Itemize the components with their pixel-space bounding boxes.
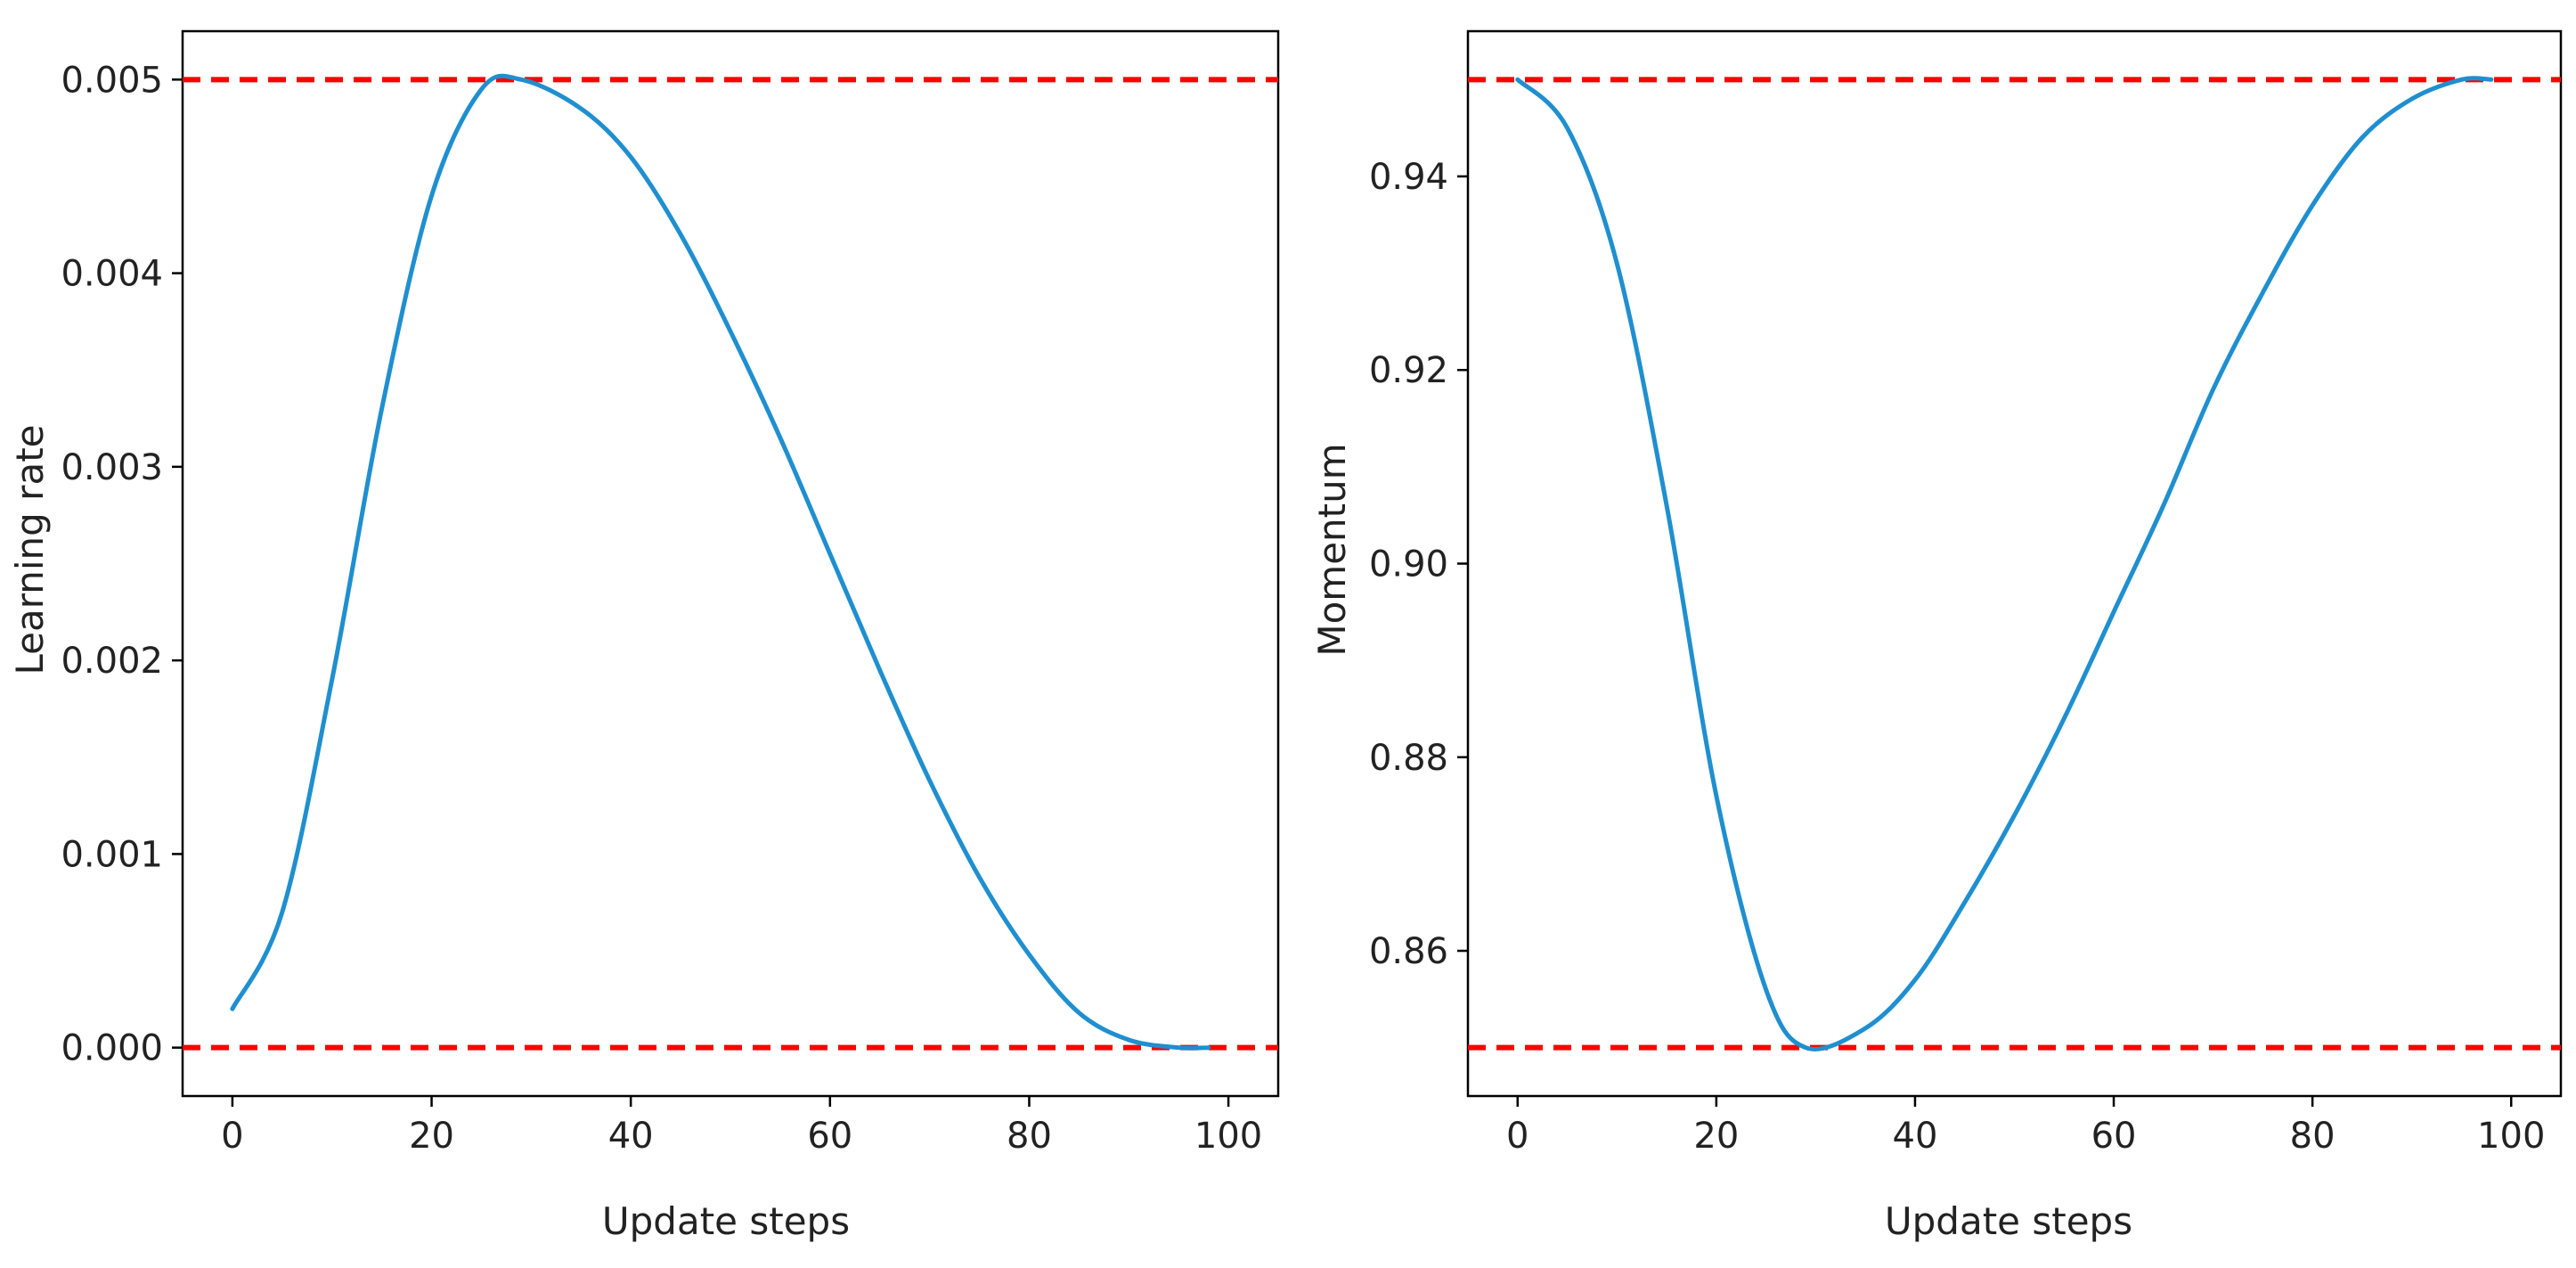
momentum-y-tick-label: 0.94	[1369, 157, 1448, 198]
learning-rate-y-tick-label: 0.000	[61, 1028, 163, 1069]
learning-rate-y-tick-label: 0.004	[61, 254, 163, 295]
learning-rate-y-tick-label: 0.005	[61, 60, 163, 101]
momentum-y-tick-label: 0.92	[1369, 350, 1448, 391]
momentum-y-axis-label: Momentum	[1310, 443, 1354, 656]
learning-rate-plot-frame	[181, 29, 1280, 1098]
learning-rate-y-tick-label: 0.002	[61, 641, 163, 682]
momentum-y-tick-label: 0.86	[1369, 931, 1448, 972]
momentum-x-tick-label: 100	[2477, 1116, 2545, 1157]
learning-rate-x-tick-label: 20	[409, 1116, 454, 1157]
learning-rate-y-tick-label: 0.001	[61, 834, 163, 875]
momentum-x-tick-label: 20	[1693, 1116, 1739, 1157]
learning-rate-series-line	[230, 73, 1211, 1051]
momentum-x-axis-label: Update steps	[1885, 1199, 2132, 1243]
learning-rate-x-axis-label: Update steps	[602, 1199, 850, 1243]
learning-rate-x-tick-label: 100	[1194, 1116, 1262, 1157]
momentum-x-tick-label: 60	[2091, 1116, 2137, 1157]
learning-rate-panel: Update steps Learning rate 0 20 40 60 80 100 0…	[8, 29, 1280, 1243]
momentum-series-line	[1515, 76, 2494, 1051]
learning-rate-y-axis-label: Learning rate	[8, 425, 52, 675]
momentum-x-tick-label: 40	[1893, 1116, 1938, 1157]
momentum-y-tick-label: 0.88	[1369, 738, 1448, 779]
momentum-x-tick-label: 0	[1506, 1116, 1528, 1157]
learning-rate-x-tick-label: 40	[608, 1116, 654, 1157]
learning-rate-x-tick-label: 60	[807, 1116, 852, 1157]
learning-rate-x-tick-label: 0	[221, 1116, 243, 1157]
learning-rate-y-tick-label: 0.003	[61, 447, 163, 488]
learning-rate-x-tick-label: 80	[1007, 1116, 1052, 1157]
momentum-y-tick-label: 0.90	[1369, 544, 1448, 585]
momentum-panel: Update steps Momentum 0 20 40 60 80 100 0.86 0.…	[1310, 29, 2563, 1243]
momentum-x-tick-label: 80	[2290, 1116, 2336, 1157]
